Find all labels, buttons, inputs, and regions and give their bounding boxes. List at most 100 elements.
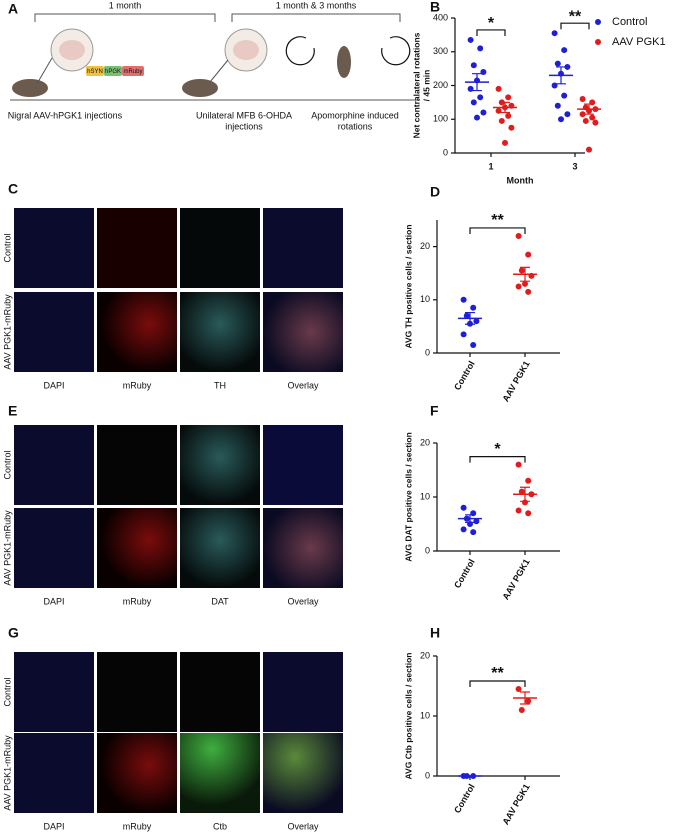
error-bar	[465, 311, 475, 325]
brain	[233, 40, 259, 60]
y-tick-label: 0	[443, 147, 448, 157]
step-label: Apomorphine induced	[311, 110, 399, 120]
step-label: rotations	[338, 121, 373, 131]
row-label: Control	[2, 677, 12, 706]
micrograph	[180, 652, 260, 732]
pointer	[209, 59, 229, 83]
data-point	[467, 36, 474, 43]
y-tick-label: 10	[420, 294, 430, 304]
step-label: Nigral AAV-hPGK1 injections	[8, 110, 123, 120]
data-point	[518, 707, 525, 713]
construct-part	[86, 66, 104, 76]
micrograph	[263, 208, 343, 288]
legend-marker	[595, 19, 601, 25]
data-point	[525, 477, 532, 484]
data-point	[460, 296, 467, 303]
mouse	[182, 79, 218, 97]
data-point	[515, 461, 522, 468]
data-point	[515, 507, 522, 514]
error-bar	[500, 101, 510, 114]
micrograph	[97, 292, 177, 372]
micrograph	[14, 208, 94, 288]
construct-part	[104, 66, 122, 76]
y-tick-label: 0	[425, 347, 430, 357]
panel-label: D	[430, 184, 440, 200]
micrograph	[263, 292, 343, 372]
micrograph	[263, 508, 343, 588]
column-label: TH	[214, 380, 226, 390]
data-point	[518, 488, 525, 495]
x-tick-label: AAV PGK1	[500, 359, 531, 403]
construct-label: mRuby	[123, 69, 142, 75]
y-tick-label: 10	[420, 710, 430, 720]
data-point	[480, 109, 487, 116]
micrograph	[180, 292, 260, 372]
significance-label: *	[488, 15, 495, 32]
micrograph	[180, 208, 260, 288]
step-label: injections	[225, 121, 263, 131]
y-tick-label: 0	[425, 545, 430, 555]
y-tick-label: 300	[433, 46, 448, 56]
data-point	[498, 117, 505, 124]
panel-label: A	[8, 1, 18, 17]
data-point	[463, 312, 470, 319]
data-point	[460, 526, 467, 533]
legend-marker	[595, 39, 601, 45]
data-point	[582, 117, 589, 124]
micrograph	[97, 652, 177, 732]
significance-label: **	[491, 665, 504, 682]
construct-label: hSYN	[87, 69, 103, 75]
data-point	[508, 124, 515, 131]
panel-label: F	[430, 403, 439, 419]
y-tick-label: 10	[420, 491, 430, 501]
significance-label: **	[569, 8, 582, 25]
x-tick-label: AAV PGK1	[500, 557, 531, 601]
micrograph	[14, 733, 94, 813]
data-point	[558, 116, 564, 123]
panel-label: E	[8, 403, 17, 419]
y-tick-label: 20	[420, 241, 430, 251]
data-point	[586, 146, 592, 153]
data-point	[525, 288, 532, 295]
significance-bracket	[469, 680, 526, 687]
micrograph	[97, 425, 177, 505]
x-tick-label: AAV PGK1	[500, 782, 531, 826]
column-label: Overlay	[287, 821, 319, 831]
data-point	[515, 283, 522, 290]
legend-label: Control	[612, 16, 647, 28]
construct-part	[122, 66, 144, 76]
panel-label: H	[430, 625, 440, 641]
legend-label: AAV PGK1	[612, 36, 666, 48]
x-tick-label: Control	[452, 557, 477, 590]
y-tick-label: 400	[433, 12, 448, 22]
data-point	[564, 63, 571, 70]
row-label: AAV PGK1-mRuby	[2, 735, 12, 811]
column-label: Ctb	[213, 821, 227, 831]
data-point	[515, 232, 522, 239]
y-axis-label: AVG TH positive cells / section	[403, 224, 413, 348]
micrograph	[14, 425, 94, 505]
column-label: mRuby	[123, 380, 152, 390]
micrograph	[263, 652, 343, 732]
data-point	[525, 510, 532, 517]
data-point	[525, 698, 532, 704]
data-point	[515, 686, 522, 692]
rotation-arrow	[381, 36, 411, 66]
error-bar	[472, 73, 482, 92]
data-point	[551, 30, 558, 37]
x-tick-label: Control	[452, 359, 477, 392]
error-bar	[520, 691, 530, 705]
data-point	[525, 251, 532, 258]
row-label: Control	[2, 450, 12, 479]
x-tick-label: 3	[572, 161, 577, 171]
y-axis-label: Net contralateral rotations	[411, 32, 421, 138]
construct-label: hPGK	[105, 69, 121, 75]
micrograph	[97, 208, 177, 288]
data-point	[505, 112, 512, 119]
significance-bracket	[476, 29, 506, 36]
data-point	[561, 92, 568, 99]
data-point	[579, 111, 586, 118]
data-point	[495, 85, 502, 92]
x-tick-label: 1	[488, 161, 493, 171]
